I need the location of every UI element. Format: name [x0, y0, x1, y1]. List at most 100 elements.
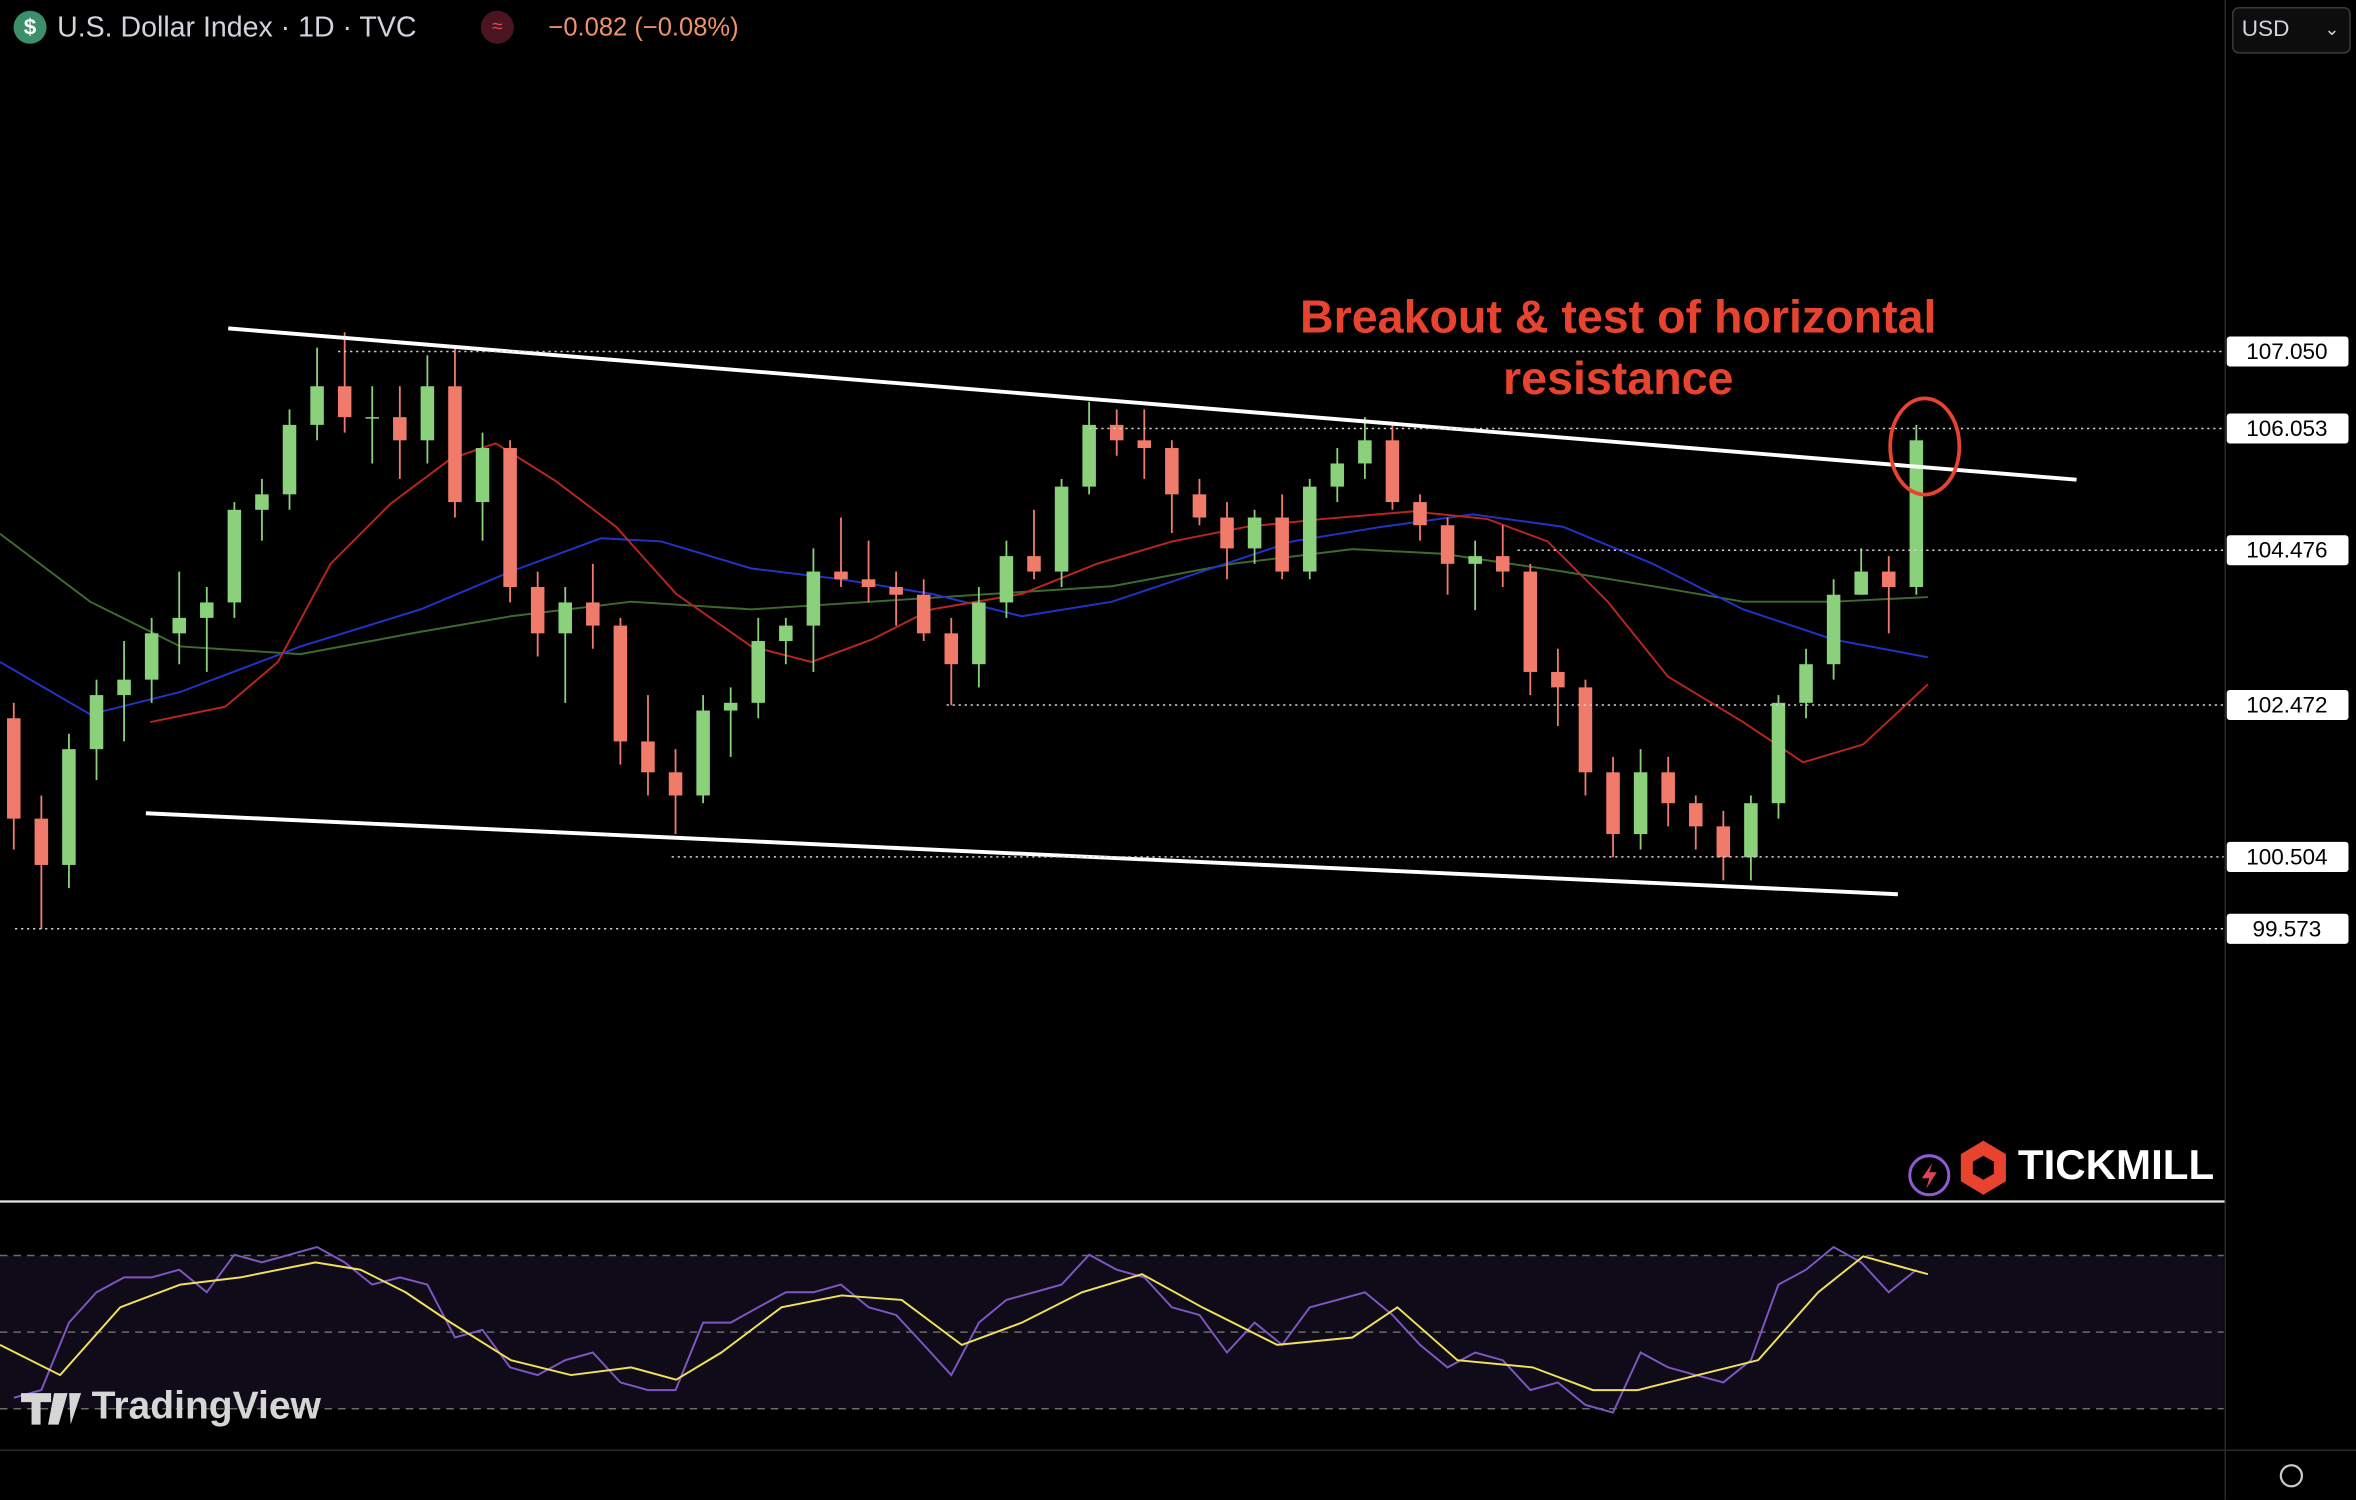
level-label-box — [2226, 535, 2349, 566]
candle-body — [1523, 571, 1538, 672]
candle-body — [1495, 556, 1510, 572]
candle-body — [1799, 664, 1813, 703]
candle-body — [861, 579, 876, 588]
candle-body — [1909, 440, 1924, 588]
candle-body — [1220, 517, 1234, 549]
rsi-line — [0, 1255, 1929, 1392]
level-label-box — [2226, 913, 2349, 944]
candle-body — [34, 818, 49, 865]
candle-body — [668, 772, 683, 796]
candle-body — [1137, 440, 1152, 449]
candle-body — [1027, 556, 1041, 572]
level-label-box — [2226, 689, 2349, 721]
candle-body — [723, 702, 738, 711]
annotation-text: resistance — [1503, 352, 1733, 404]
trendline — [145, 811, 1898, 897]
candle-body — [558, 602, 573, 634]
candle-body — [1551, 671, 1565, 688]
status-icon-glyph: ≈ — [492, 15, 503, 37]
candle-body — [503, 448, 517, 588]
candle-body — [337, 386, 352, 418]
symbol-icon-glyph: $ — [24, 15, 37, 40]
plot — [0, 326, 2224, 1414]
candle-body — [1661, 772, 1675, 804]
candle-body — [696, 710, 710, 796]
lightning-icon[interactable] — [1908, 1154, 1951, 1197]
candle-body — [1109, 424, 1124, 441]
price-change: −0.082 (−0.08%) — [548, 14, 738, 42]
candle-body — [1882, 571, 1896, 588]
candle-body — [1413, 502, 1427, 526]
candle-body — [1854, 571, 1868, 595]
settings-icon[interactable] — [2279, 1464, 2304, 1488]
candle-body — [1192, 494, 1207, 518]
candle-body — [889, 587, 903, 595]
candle-body — [448, 386, 462, 503]
candle-body — [1716, 826, 1731, 858]
candle-body — [7, 718, 21, 819]
candle-body — [89, 695, 104, 750]
level-label-box — [2226, 841, 2349, 872]
candle-body — [999, 556, 1014, 603]
candle-body — [1771, 702, 1786, 804]
candle-body — [1358, 440, 1372, 464]
tickmill-icon-inner — [1972, 1155, 1994, 1180]
grid — [0, 1254, 2224, 1410]
candle-body — [1275, 517, 1289, 572]
candle-body — [117, 679, 131, 696]
candle-body — [1385, 440, 1400, 503]
candle-body — [475, 448, 490, 503]
candle-body — [200, 602, 214, 618]
candle-body — [1165, 448, 1179, 495]
candle-body — [751, 641, 766, 703]
candle-body — [530, 587, 545, 634]
candle-body — [1744, 803, 1758, 858]
symbol-title[interactable]: U.S. Dollar Index · 1D · TVC — [57, 11, 416, 43]
candle-body — [641, 741, 655, 773]
candle-body — [916, 594, 931, 634]
candle-body — [1082, 424, 1096, 487]
currency-selector[interactable] — [2232, 6, 2351, 54]
candle-body — [62, 749, 76, 865]
level-label: 106.053 — [2246, 416, 2327, 441]
candle-body — [779, 625, 793, 642]
candle-body — [806, 571, 821, 626]
level-label: 104.476 — [2246, 538, 2327, 563]
candle-body — [1330, 463, 1345, 487]
candle-body — [1247, 517, 1262, 549]
annotation-circle — [1888, 396, 1962, 497]
candle-body — [972, 602, 986, 665]
moving-average-line — [150, 442, 1929, 764]
trendline — [228, 326, 2077, 482]
level-label: 99.573 — [2252, 916, 2321, 941]
level-label: 107.050 — [2246, 339, 2327, 364]
tradingview-icon — [21, 1393, 82, 1425]
moving-average-line — [0, 533, 1928, 656]
candle-body — [393, 417, 407, 441]
candle-body — [172, 617, 186, 634]
candle-body — [1578, 687, 1593, 773]
rsi-line — [13, 1245, 1917, 1414]
tickmill-logo: TICKMILL — [2018, 1141, 2214, 1188]
candle-body — [944, 633, 959, 665]
candle-body — [1054, 486, 1069, 572]
level-label: 102.472 — [2246, 692, 2327, 717]
candle-body — [1826, 594, 1841, 665]
level-label-box — [2226, 336, 2349, 367]
candle-body — [1302, 486, 1317, 572]
level-label: 100.504 — [2246, 844, 2327, 869]
candle-body — [586, 602, 600, 626]
candle-body — [282, 424, 297, 495]
tradingview-logo: TradingView — [92, 1384, 322, 1427]
currency-caret: ⌄ — [2324, 19, 2339, 39]
candle-body — [1440, 525, 1455, 564]
candle-body — [1468, 556, 1482, 564]
candle-body — [613, 625, 628, 742]
status-icon[interactable] — [480, 10, 514, 44]
candle-body — [144, 633, 159, 680]
candle-body — [1633, 772, 1648, 835]
candle-body — [255, 494, 269, 510]
